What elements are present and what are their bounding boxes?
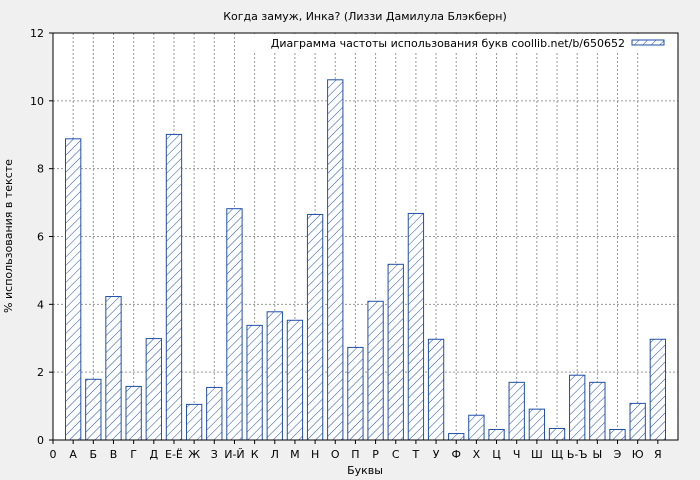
bar <box>548 427 566 441</box>
bar <box>306 213 324 441</box>
bar <box>427 338 445 441</box>
y-tick-label: 10 <box>30 95 44 108</box>
x-tick-label: О <box>331 448 340 461</box>
bar <box>367 300 384 441</box>
x-tick-label: Г <box>130 448 137 461</box>
y-axis: 0 2 4 6 8 10 12 <box>30 27 53 447</box>
x-tick-label: Х <box>473 448 481 461</box>
x-tick-label: И-Й <box>224 448 244 461</box>
bar <box>448 433 465 441</box>
legend-background <box>238 34 676 52</box>
x-tick-label: Ж <box>188 448 200 461</box>
bar <box>508 381 525 441</box>
bar <box>327 79 344 441</box>
x-tick-label: С <box>392 448 400 461</box>
x-tick-label: У <box>433 448 440 461</box>
x-tick-label: Б <box>90 448 98 461</box>
bar <box>347 346 364 441</box>
x-tick-label: Д <box>150 448 159 461</box>
bar <box>569 374 586 441</box>
x-tick-label: Ф <box>451 448 460 461</box>
x-tick-label: Е-Ё <box>165 448 183 461</box>
x-tick-label: П <box>351 448 359 461</box>
bar <box>65 138 82 441</box>
x-tick-label: Э <box>614 448 622 461</box>
x-tick-label: З <box>211 448 218 461</box>
x-tick-label: Щ <box>551 448 563 461</box>
bar <box>85 378 102 441</box>
x-tick-label: Н <box>311 448 319 461</box>
y-tick-label: 12 <box>30 27 44 40</box>
y-axis-label: % использования в тексте <box>2 159 15 313</box>
x-tick-label: А <box>69 448 77 461</box>
bar <box>125 385 142 441</box>
x-tick-label: Ч <box>513 448 521 461</box>
x-tick-label: М <box>290 448 300 461</box>
x-tick-label: Р <box>372 448 379 461</box>
bar <box>488 428 505 441</box>
chart-title: Когда замуж, Инка? (Лиззи Дамилула Блэкб… <box>223 10 507 23</box>
x-tick-label: Л <box>271 448 279 461</box>
bar <box>468 414 485 441</box>
x-tick-label: Ш <box>531 448 543 461</box>
x-tick-label: Ь-Ъ <box>567 448 588 461</box>
bar <box>266 311 283 441</box>
bar <box>609 428 626 441</box>
bar <box>286 319 304 441</box>
x-axis-label: Буквы <box>347 464 383 477</box>
bar <box>185 403 203 441</box>
y-tick-label: 8 <box>37 163 44 176</box>
bar <box>407 212 425 441</box>
y-tick-label: 0 <box>37 434 44 447</box>
x-tick-label: 0 <box>50 448 57 461</box>
bar <box>246 324 263 441</box>
legend: Диаграмма частоты использования букв coo… <box>238 34 676 52</box>
x-axis: 0 А Б В Г Д Е-Ё Ж З И-Й К Л М Н О П Р С Т У Ф Х Ц Ч Ш Щ Ь-Ъ Ы Э Ю Я <box>50 440 662 461</box>
legend-swatch <box>631 39 665 46</box>
y-tick-label: 2 <box>37 366 44 379</box>
bar <box>649 338 667 441</box>
bar <box>165 133 183 441</box>
bar <box>206 386 223 441</box>
bar <box>226 208 243 441</box>
x-tick-label: К <box>251 448 259 461</box>
x-tick-label: В <box>110 448 118 461</box>
x-tick-label: Ю <box>632 448 644 461</box>
bar <box>145 338 162 441</box>
x-tick-label: Ц <box>492 448 501 461</box>
y-tick-label: 6 <box>37 231 44 244</box>
y-tick-label: 4 <box>37 298 44 311</box>
x-tick-label: Т <box>412 448 420 461</box>
bar <box>387 263 404 441</box>
bar <box>105 296 122 441</box>
bar <box>629 402 646 441</box>
legend-label: Диаграмма частоты использования букв coo… <box>271 37 625 50</box>
bar <box>528 408 546 441</box>
x-tick-label: Я <box>654 448 662 461</box>
bars <box>65 79 667 441</box>
bar <box>589 381 606 441</box>
x-tick-label: Ы <box>592 448 602 461</box>
